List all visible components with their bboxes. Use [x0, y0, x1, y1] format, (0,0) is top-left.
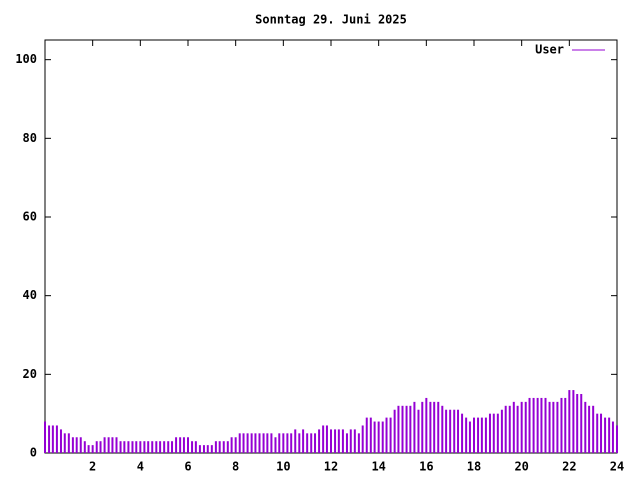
y-tick-label: 60 [23, 210, 37, 224]
y-tick-label: 100 [15, 52, 37, 66]
x-tick-label: 16 [419, 460, 433, 474]
x-tick-label: 2 [89, 460, 96, 474]
x-tick-label: 24 [610, 460, 624, 474]
x-tick-label: 12 [324, 460, 338, 474]
x-tick-label: 6 [184, 460, 191, 474]
x-tick-label: 20 [514, 460, 528, 474]
x-tick-label: 4 [137, 460, 144, 474]
y-tick-label: 80 [23, 131, 37, 145]
y-tick-label: 20 [23, 367, 37, 381]
chart-title: Sonntag 29. Juni 2025 [255, 13, 407, 27]
legend-label: User [535, 43, 564, 57]
x-tick-label: 18 [467, 460, 481, 474]
x-tick-label: 14 [371, 460, 385, 474]
y-tick-label: 0 [30, 446, 37, 460]
x-tick-label: 10 [276, 460, 290, 474]
x-tick-label: 8 [232, 460, 239, 474]
x-tick-label: 22 [562, 460, 576, 474]
y-tick-label: 40 [23, 288, 37, 302]
